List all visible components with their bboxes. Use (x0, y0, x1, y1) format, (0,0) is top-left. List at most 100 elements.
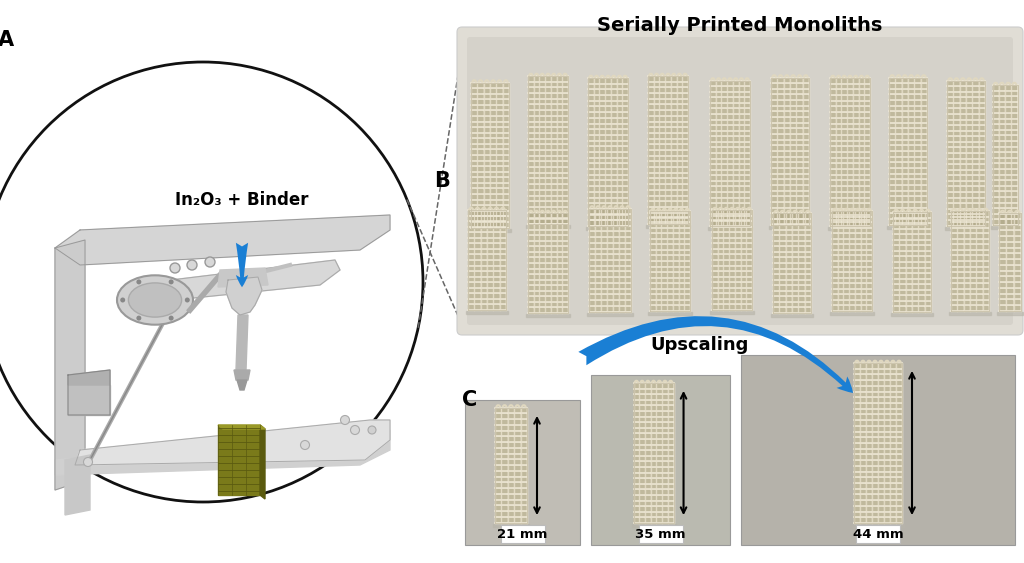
FancyBboxPatch shape (799, 235, 805, 241)
FancyBboxPatch shape (645, 495, 650, 501)
FancyBboxPatch shape (483, 222, 489, 227)
FancyBboxPatch shape (889, 213, 895, 219)
FancyBboxPatch shape (655, 300, 662, 306)
FancyBboxPatch shape (779, 302, 785, 307)
FancyBboxPatch shape (914, 174, 921, 180)
FancyBboxPatch shape (497, 172, 503, 177)
FancyBboxPatch shape (733, 170, 738, 176)
FancyBboxPatch shape (901, 196, 907, 202)
FancyBboxPatch shape (527, 213, 534, 218)
FancyBboxPatch shape (914, 101, 921, 106)
FancyBboxPatch shape (495, 443, 501, 448)
FancyBboxPatch shape (890, 432, 896, 437)
FancyBboxPatch shape (673, 222, 679, 228)
FancyBboxPatch shape (712, 255, 718, 260)
FancyBboxPatch shape (972, 220, 978, 226)
FancyBboxPatch shape (710, 109, 716, 114)
FancyBboxPatch shape (616, 147, 623, 152)
FancyBboxPatch shape (746, 244, 752, 249)
FancyBboxPatch shape (662, 234, 667, 239)
FancyBboxPatch shape (905, 262, 911, 268)
FancyBboxPatch shape (947, 131, 953, 136)
FancyBboxPatch shape (921, 180, 927, 185)
FancyBboxPatch shape (613, 266, 618, 271)
FancyBboxPatch shape (650, 439, 656, 445)
FancyBboxPatch shape (588, 158, 594, 163)
FancyBboxPatch shape (503, 205, 509, 211)
FancyBboxPatch shape (925, 251, 931, 257)
FancyBboxPatch shape (803, 151, 809, 157)
FancyBboxPatch shape (721, 204, 727, 209)
FancyBboxPatch shape (999, 300, 1006, 305)
FancyBboxPatch shape (650, 518, 656, 523)
FancyBboxPatch shape (1005, 136, 1011, 141)
FancyBboxPatch shape (639, 473, 645, 479)
FancyBboxPatch shape (951, 267, 957, 272)
FancyBboxPatch shape (895, 163, 901, 168)
FancyBboxPatch shape (976, 278, 982, 283)
FancyBboxPatch shape (1014, 213, 1021, 219)
FancyBboxPatch shape (682, 173, 688, 178)
FancyBboxPatch shape (854, 375, 860, 380)
FancyBboxPatch shape (677, 139, 682, 145)
FancyBboxPatch shape (477, 189, 483, 194)
FancyBboxPatch shape (998, 164, 1005, 169)
FancyBboxPatch shape (562, 105, 568, 110)
FancyBboxPatch shape (545, 263, 551, 269)
FancyBboxPatch shape (979, 170, 985, 176)
FancyBboxPatch shape (738, 103, 744, 109)
FancyBboxPatch shape (738, 176, 744, 181)
FancyBboxPatch shape (655, 294, 662, 300)
FancyBboxPatch shape (838, 234, 844, 239)
FancyBboxPatch shape (1011, 158, 1017, 164)
Polygon shape (55, 240, 85, 490)
Polygon shape (493, 524, 529, 526)
FancyBboxPatch shape (854, 397, 860, 403)
FancyBboxPatch shape (912, 285, 919, 290)
FancyBboxPatch shape (901, 157, 907, 163)
FancyBboxPatch shape (953, 181, 959, 186)
FancyBboxPatch shape (527, 269, 534, 274)
FancyBboxPatch shape (842, 181, 847, 186)
FancyBboxPatch shape (884, 364, 890, 369)
FancyBboxPatch shape (854, 489, 860, 494)
FancyBboxPatch shape (588, 78, 594, 84)
FancyBboxPatch shape (914, 163, 921, 168)
FancyBboxPatch shape (829, 193, 836, 198)
FancyBboxPatch shape (849, 294, 855, 300)
FancyBboxPatch shape (953, 176, 959, 181)
FancyBboxPatch shape (901, 174, 907, 180)
FancyBboxPatch shape (508, 511, 514, 517)
FancyBboxPatch shape (468, 211, 474, 216)
FancyBboxPatch shape (890, 392, 896, 397)
FancyBboxPatch shape (771, 83, 777, 89)
FancyBboxPatch shape (957, 300, 964, 306)
FancyBboxPatch shape (677, 117, 682, 122)
FancyBboxPatch shape (618, 266, 625, 271)
FancyBboxPatch shape (901, 185, 907, 191)
FancyBboxPatch shape (616, 204, 623, 209)
FancyBboxPatch shape (497, 138, 503, 144)
FancyBboxPatch shape (659, 133, 665, 138)
FancyBboxPatch shape (514, 506, 520, 511)
FancyBboxPatch shape (866, 284, 871, 289)
FancyBboxPatch shape (471, 88, 477, 94)
FancyBboxPatch shape (797, 112, 803, 117)
FancyBboxPatch shape (497, 122, 503, 127)
FancyBboxPatch shape (625, 215, 631, 220)
FancyBboxPatch shape (655, 267, 662, 272)
FancyBboxPatch shape (777, 180, 783, 185)
FancyBboxPatch shape (650, 473, 656, 479)
FancyBboxPatch shape (792, 258, 798, 263)
FancyBboxPatch shape (853, 164, 858, 169)
FancyBboxPatch shape (983, 217, 989, 222)
FancyBboxPatch shape (650, 278, 655, 283)
FancyBboxPatch shape (527, 302, 534, 307)
FancyBboxPatch shape (673, 278, 679, 283)
FancyBboxPatch shape (648, 82, 653, 87)
FancyBboxPatch shape (893, 224, 899, 229)
FancyBboxPatch shape (884, 404, 890, 409)
FancyBboxPatch shape (738, 142, 744, 148)
FancyBboxPatch shape (884, 512, 890, 517)
FancyBboxPatch shape (471, 178, 477, 183)
